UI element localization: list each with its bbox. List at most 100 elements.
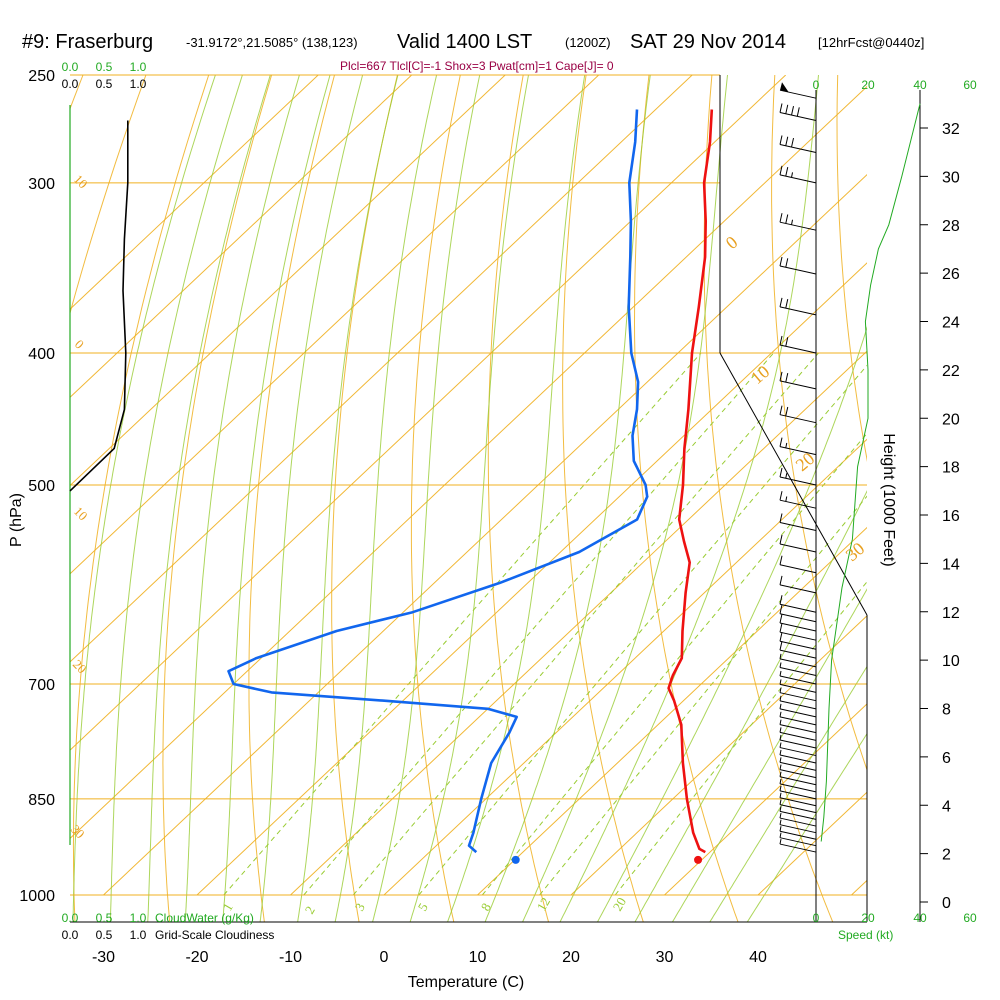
barb-half-feather bbox=[779, 711, 782, 717]
barb-feather bbox=[779, 623, 783, 633]
cloudwater-label: CloudWater (g/Kg) bbox=[155, 911, 254, 925]
barb-staff bbox=[779, 675, 817, 685]
barb-half-feather bbox=[779, 806, 782, 812]
dry-adiabat-label: 10 bbox=[747, 361, 774, 388]
title-station: #9: Fraserburg bbox=[22, 31, 153, 53]
wind-barb bbox=[779, 703, 817, 718]
dry-adiabat-line bbox=[633, 75, 739, 922]
wind-barb bbox=[779, 632, 817, 650]
mixing-ratio-line bbox=[223, 352, 702, 896]
wind-barb bbox=[779, 662, 817, 677]
barb-staff bbox=[779, 776, 817, 786]
title-z: (1200Z) bbox=[565, 35, 611, 50]
barb-half-feather bbox=[779, 785, 782, 791]
chart-frame bbox=[69, 75, 928, 923]
wind-barb bbox=[779, 623, 817, 641]
barb-staff bbox=[779, 830, 817, 840]
pressure-tick-300: 300 bbox=[28, 176, 55, 193]
barb-half-feather bbox=[779, 757, 782, 763]
barb-half-feather bbox=[779, 799, 782, 805]
wind-barb bbox=[779, 679, 817, 693]
speed-top-tick: 20 bbox=[861, 78, 875, 92]
barb-half-feather bbox=[779, 778, 782, 784]
barb-staff bbox=[779, 265, 817, 275]
barb-half-feather bbox=[779, 679, 782, 685]
moist-adiabat-line bbox=[634, 490, 867, 922]
barb-staff bbox=[779, 499, 817, 509]
barb-half-feather bbox=[785, 442, 788, 449]
barb-feather bbox=[785, 104, 789, 114]
mixing-ratio-label: 8 bbox=[478, 900, 494, 913]
barb-half-feather bbox=[785, 473, 788, 479]
isotherm-line bbox=[945, 75, 1000, 895]
wind-barb bbox=[779, 806, 817, 820]
speed-label: Speed (kt) bbox=[838, 928, 893, 942]
barb-feather bbox=[791, 137, 795, 148]
wind-barb bbox=[779, 838, 817, 853]
barb-staff bbox=[779, 708, 817, 718]
speed-bottom-tick: 20 bbox=[861, 911, 875, 925]
barb-staff bbox=[779, 716, 817, 726]
wind-barb bbox=[779, 734, 817, 749]
height-tick-0: 0 bbox=[942, 895, 951, 912]
barb-staff bbox=[779, 380, 817, 390]
barb-staff bbox=[779, 837, 817, 847]
dry-adiabat-line bbox=[410, 75, 461, 922]
height-tick-28: 28 bbox=[942, 218, 960, 235]
barb-staff bbox=[779, 769, 817, 779]
barb-staff bbox=[779, 344, 817, 354]
title-fcst: [12hrFcst@0440z] bbox=[818, 35, 924, 50]
barb-feather bbox=[796, 107, 800, 117]
barb-pennant bbox=[780, 82, 789, 93]
wind-barb bbox=[779, 757, 817, 771]
barb-staff bbox=[779, 476, 817, 486]
wind-barb bbox=[779, 165, 817, 184]
wind-barbs bbox=[779, 82, 817, 853]
barb-half-feather bbox=[779, 719, 782, 725]
background-grid bbox=[70, 75, 1000, 922]
barb-staff bbox=[779, 843, 817, 853]
barb-staff bbox=[779, 564, 817, 574]
barb-half-feather bbox=[791, 219, 794, 225]
dry-adiabat-line bbox=[562, 75, 644, 922]
wind-barb bbox=[779, 764, 817, 779]
barb-feather bbox=[791, 105, 795, 116]
barb-staff bbox=[779, 817, 817, 827]
temp-tick-40: 40 bbox=[749, 949, 767, 966]
wind-barb bbox=[779, 771, 817, 786]
wind-barb bbox=[779, 670, 817, 685]
barb-staff bbox=[779, 584, 817, 594]
surface-dewpoint-dot bbox=[511, 855, 520, 864]
wind-barb bbox=[779, 653, 817, 668]
wind-barb bbox=[779, 467, 817, 486]
barb-staff bbox=[779, 414, 817, 424]
wind-barb bbox=[779, 604, 817, 623]
height-tick-16: 16 bbox=[942, 508, 960, 525]
barb-staff bbox=[779, 797, 817, 807]
barb-staff bbox=[779, 692, 817, 702]
barb-feather bbox=[785, 373, 789, 383]
barb-staff bbox=[779, 731, 817, 741]
barb-staff bbox=[779, 804, 817, 814]
dewpoint-profile bbox=[227, 109, 649, 854]
pressure-tick-500: 500 bbox=[28, 478, 55, 495]
height-axis-label: Height (1000 Feet) bbox=[880, 433, 897, 566]
wind-barb bbox=[779, 613, 817, 632]
barb-staff bbox=[779, 724, 817, 734]
barb-staff bbox=[779, 658, 817, 668]
wind-barb bbox=[779, 742, 817, 757]
barb-half-feather bbox=[779, 832, 782, 838]
moist-adiabat-line bbox=[147, 75, 271, 922]
barb-half-feather bbox=[779, 734, 782, 741]
barb-feather bbox=[779, 491, 783, 501]
wind-barb bbox=[779, 719, 817, 734]
speed-bottom-tick: 40 bbox=[913, 911, 927, 925]
barb-staff bbox=[779, 543, 817, 553]
temp-tick-20: 20 bbox=[562, 949, 580, 966]
wind-barb bbox=[779, 749, 817, 764]
barb-staff bbox=[779, 631, 817, 641]
wind-barb bbox=[779, 687, 817, 702]
barb-feather bbox=[779, 256, 783, 267]
moist-adiabat-line bbox=[522, 75, 729, 922]
